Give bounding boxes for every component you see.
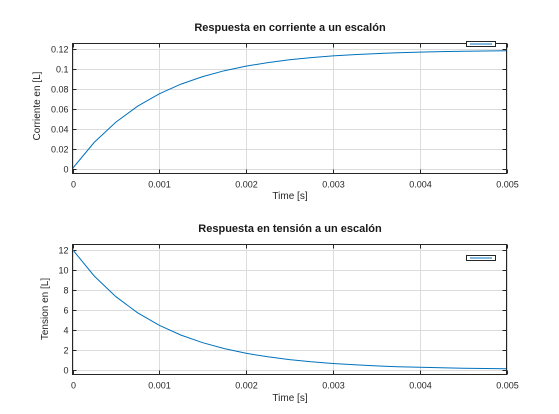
x-tick-label: 0.003 [322,381,345,391]
y-axis-label: Corriente en [L] [32,71,43,140]
x-tick-label: 0.005 [496,381,519,391]
chart-title: Respuesta en corriente a un escalón [194,22,386,34]
chart-title: Respuesta en tensión a un escalón [198,223,382,235]
grid [72,43,508,174]
y-tick-label: 0.1 [56,65,69,75]
y-tick-label: 0.04 [51,125,69,135]
plot-series [72,50,507,169]
y-tick-label: 0.02 [51,145,69,155]
current-step-response-chart: Respuesta en corriente a un escalón Time… [32,22,519,202]
x-tick-label: 0.002 [235,381,258,391]
y-tick-label: 0 [63,165,68,175]
y-tick-label: 10 [58,266,68,276]
x-axis-label: Time [s] [272,393,307,404]
x-tick-label: 0.005 [496,180,519,190]
grid [72,244,508,375]
series-line [72,50,507,169]
x-tick-label: 0.002 [235,180,258,190]
x-tick-label: 0.004 [409,180,432,190]
x-tick-label: 0.001 [148,180,171,190]
y-tick-label: 8 [63,286,68,296]
y-tick-label: 0.06 [51,105,69,115]
x-tick-label: 0 [71,381,76,391]
y-tick-label: 4 [63,326,68,336]
y-tick-label: 0 [63,366,68,376]
y-tick-label: 0.12 [51,45,69,55]
x-tick-label: 0.001 [148,381,171,391]
y-axis-label: Tension en [L] [40,278,51,340]
plot-frame [72,43,507,174]
x-tick-label: 0.004 [409,381,432,391]
y-tick-label: 6 [63,306,68,316]
plot-frame [72,244,507,375]
legend[interactable] [466,41,496,47]
x-axis-label: Time [s] [272,191,307,202]
axis-ticks: 0 0.001 0.002 0.003 0.004 0.005 0 0.02 0.04 0.06 0… [51,43,519,190]
voltage-step-response-chart: Respuesta en tensión a un escalón Time [… [40,223,519,404]
x-tick-label: 0 [71,180,76,190]
x-tick-label: 0.003 [322,180,345,190]
legend[interactable] [466,255,496,261]
axis-ticks: 0 0.001 0.002 0.003 0.004 0.005 0 2 4 6 8 10 12 [58,244,519,391]
plot-series [72,249,507,370]
y-tick-label: 12 [58,246,68,256]
y-tick-label: 2 [63,346,68,356]
series-line [72,249,507,370]
y-tick-label: 0.08 [51,85,69,95]
